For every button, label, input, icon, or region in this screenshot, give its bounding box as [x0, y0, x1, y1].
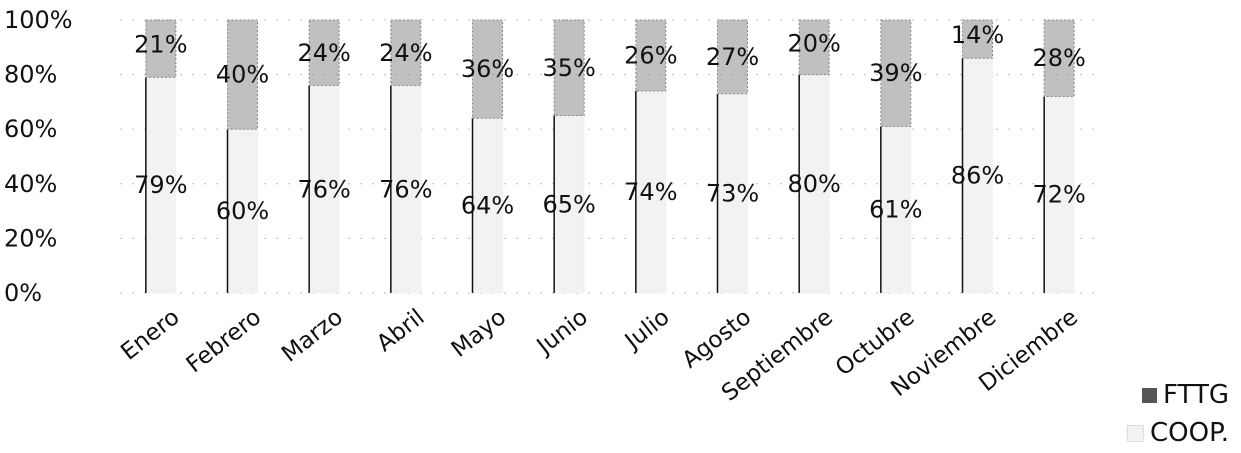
data-label-fttg: 27% [706, 43, 759, 71]
data-label-fttg: 20% [787, 29, 840, 57]
bar-segment-fttg [145, 19, 177, 78]
x-category-label: Febrero [182, 304, 266, 378]
data-label-fttg: 28% [1032, 44, 1085, 72]
data-label-coop: 86% [951, 162, 1004, 190]
legend-item-fttg: FTTG [1142, 380, 1229, 410]
x-category-label: Agosto [678, 304, 757, 373]
data-label-fttg: 40% [216, 61, 269, 89]
bar-segment-coop [798, 74, 830, 294]
bar-segment-coop [1043, 95, 1075, 294]
data-label-coop: 60% [216, 197, 269, 225]
x-category-label: Mayo [447, 304, 512, 362]
data-label-coop: 72% [1032, 181, 1085, 209]
bar-segment-coop [227, 128, 258, 294]
data-label-fttg: 24% [379, 39, 432, 67]
bar-segment-coop [880, 125, 912, 294]
y-tick-label: 80% [4, 61, 57, 89]
y-tick-label: 0% [4, 279, 42, 307]
y-tick-label: 60% [4, 115, 57, 143]
bar-segment-fttg [880, 19, 912, 127]
bar-segment-fttg [390, 19, 422, 87]
bar-segment-fttg [635, 19, 667, 92]
data-label-coop: 65% [542, 190, 595, 218]
bar-segment-coop [308, 85, 340, 294]
bar-segment-fttg [798, 19, 830, 76]
data-label-fttg: 21% [134, 31, 187, 59]
data-label-fttg: 14% [951, 21, 1004, 49]
bar-segment-coop [553, 115, 585, 294]
legend-swatch-fttg [1142, 387, 1158, 403]
bar-segment-fttg [472, 19, 503, 119]
x-category-label: Enero [116, 304, 184, 365]
y-tick-label: 20% [4, 224, 57, 252]
bar-segment-coop [145, 76, 177, 294]
legend-item-coop: COOP. [1127, 418, 1229, 448]
x-category-label: Julio [619, 304, 675, 355]
x-category-label: Junio [531, 304, 593, 360]
bar-segment-fttg [962, 19, 993, 59]
data-label-coop: 64% [461, 192, 514, 220]
data-label-fttg: 35% [542, 54, 595, 82]
bar-segment-coop [390, 85, 422, 294]
data-label-fttg: 24% [297, 39, 350, 67]
data-label-coop: 61% [869, 196, 922, 224]
bar-segment-fttg [227, 19, 258, 130]
bar-segment-coop [717, 93, 748, 294]
data-label-coop: 74% [624, 178, 677, 206]
data-label-coop: 79% [134, 171, 187, 199]
data-label-coop: 80% [787, 170, 840, 198]
bar-segment-fttg [717, 19, 748, 95]
legend-label-coop: COOP. [1150, 418, 1229, 448]
data-label-fttg: 39% [869, 59, 922, 87]
data-label-fttg: 36% [461, 55, 514, 83]
data-label-coop: 76% [379, 175, 432, 203]
x-category-label: Marzo [277, 304, 348, 367]
x-category-label: Abril [372, 304, 429, 357]
legend-label-fttg: FTTG [1163, 380, 1229, 410]
data-label-coop: 73% [706, 179, 759, 207]
data-label-coop: 76% [297, 175, 350, 203]
bar-segment-fttg [1043, 19, 1075, 97]
bar-segment-coop [472, 117, 503, 294]
y-tick-label: 100% [4, 6, 73, 34]
bar-segment-fttg [308, 19, 340, 87]
data-label-fttg: 26% [624, 41, 677, 69]
bar-segment-fttg [553, 19, 585, 117]
y-tick-label: 40% [4, 170, 57, 198]
legend-swatch-coop [1127, 424, 1145, 442]
bar-segment-coop [962, 57, 993, 294]
bar-segment-coop [635, 90, 667, 294]
